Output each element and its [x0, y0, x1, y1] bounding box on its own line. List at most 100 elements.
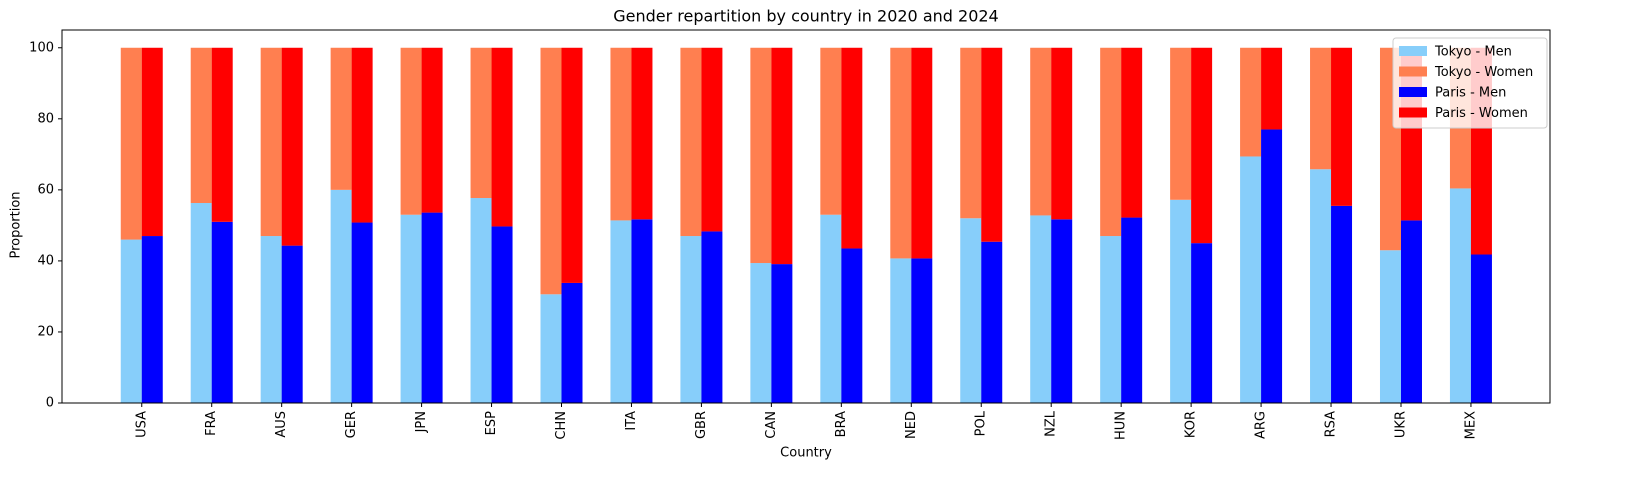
- bar-segment: [1100, 47, 1122, 237]
- bar-segment: [631, 219, 653, 403]
- bar-segment: [1331, 47, 1353, 206]
- legend-swatch: [1399, 107, 1427, 118]
- x-tick-label: USA: [134, 411, 149, 438]
- bar-segment: [470, 198, 492, 403]
- y-tick-label: 60: [37, 182, 54, 197]
- bar-segment: [631, 47, 653, 220]
- bar-segment: [771, 47, 793, 265]
- bar-segment: [190, 203, 212, 403]
- bar-segment: [890, 47, 912, 259]
- bar-segment: [680, 236, 702, 403]
- bar-segment: [491, 226, 513, 403]
- bar-segment: [491, 47, 513, 227]
- x-tick-label: NED: [904, 411, 919, 439]
- y-axis-label: Proportion: [9, 191, 24, 258]
- legend-swatch: [1399, 66, 1427, 77]
- y-tick-label: 0: [46, 396, 54, 411]
- x-tick-label: ESP: [484, 411, 499, 435]
- bar-segment: [330, 47, 352, 190]
- bar-segment: [960, 47, 982, 219]
- bar-segment: [1331, 205, 1353, 403]
- y-tick-label: 40: [37, 253, 54, 268]
- bar-segment: [701, 47, 723, 232]
- bar-segment: [421, 212, 443, 403]
- bar-segment: [351, 222, 373, 403]
- bar-segment: [1170, 47, 1192, 200]
- bar-segment: [141, 47, 163, 237]
- bar-segment: [540, 294, 562, 403]
- x-tick-label: MEX: [1463, 411, 1478, 439]
- x-axis-label: Country: [780, 446, 832, 461]
- bar-segment: [1191, 47, 1213, 244]
- bar-segment: [351, 47, 373, 223]
- x-tick-label: GER: [344, 411, 359, 438]
- bar-segment: [1240, 47, 1262, 157]
- bar-segment: [701, 231, 723, 403]
- bar-segment: [841, 47, 863, 249]
- bar-segment: [1400, 220, 1422, 403]
- bar-segment: [470, 47, 492, 199]
- bar-segment: [610, 220, 632, 403]
- bar-segment: [561, 282, 583, 403]
- bar-segment: [841, 248, 863, 403]
- x-tick-label: POL: [974, 410, 989, 436]
- bar-segment: [750, 47, 772, 264]
- bar-segment: [141, 236, 163, 403]
- bar-segment: [750, 263, 772, 403]
- bar-segment: [1100, 236, 1122, 403]
- bar-segment: [981, 241, 1003, 403]
- x-tick-label: UKR: [1393, 411, 1408, 438]
- legend-swatch: [1399, 46, 1427, 56]
- bar-segment: [960, 218, 982, 403]
- bar-segment: [190, 47, 212, 204]
- x-tick-label: CAN: [764, 411, 779, 439]
- legend-label: Paris - Women: [1435, 106, 1528, 121]
- bar-segment: [771, 264, 793, 403]
- bar-segment: [1051, 47, 1073, 220]
- bar-segment: [1310, 169, 1332, 403]
- bar-segment: [540, 47, 562, 295]
- bar-segment: [281, 245, 303, 403]
- bar-segment: [680, 47, 702, 237]
- bar-segment: [1261, 47, 1283, 130]
- x-tick-label: RSA: [1324, 411, 1339, 438]
- bar-segment: [211, 47, 233, 222]
- x-tick-label: JPN: [414, 411, 429, 433]
- bar-segment: [610, 47, 632, 221]
- y-tick-label: 100: [29, 40, 54, 55]
- bar-segment: [1030, 215, 1052, 403]
- y-tick-label: 20: [37, 324, 54, 339]
- bar-segment: [1240, 156, 1262, 403]
- x-tick-label: FRA: [204, 411, 219, 436]
- legend-swatch: [1399, 87, 1427, 97]
- x-tick-label: NZL: [1044, 410, 1059, 437]
- legend-label: Tokyo - Women: [1434, 65, 1533, 80]
- bar-segment: [260, 47, 282, 237]
- x-tick-label: AUS: [274, 411, 289, 438]
- bar-segment: [1170, 199, 1192, 403]
- x-tick-label: HUN: [1114, 411, 1129, 440]
- chart-title: Gender repartition by country in 2020 an…: [613, 7, 998, 26]
- bar-segment: [260, 236, 282, 403]
- legend-box: [1392, 37, 1548, 129]
- bar-segment: [1379, 250, 1401, 403]
- bar-segment: [911, 47, 933, 259]
- bar-segment: [1449, 188, 1471, 403]
- legend-label: Tokyo - Men: [1434, 45, 1512, 60]
- x-tick-label: ITA: [624, 411, 639, 431]
- bar-segment: [211, 221, 233, 403]
- legend-label: Paris - Men: [1435, 86, 1506, 101]
- bar-segment: [911, 258, 933, 403]
- bar-segment: [281, 47, 303, 246]
- bar-segment: [1261, 129, 1283, 403]
- bar-segment: [1051, 219, 1073, 403]
- x-tick-label: KOR: [1184, 411, 1199, 438]
- bar-segment: [330, 189, 352, 403]
- bar-segment: [1030, 47, 1052, 216]
- bar-segment: [120, 239, 142, 403]
- legend: Tokyo - Men Tokyo - Women Paris - Men Paris…: [1392, 37, 1548, 129]
- bar-segment: [1121, 47, 1143, 218]
- bar-segment: [561, 47, 583, 283]
- bar-segment: [820, 214, 842, 403]
